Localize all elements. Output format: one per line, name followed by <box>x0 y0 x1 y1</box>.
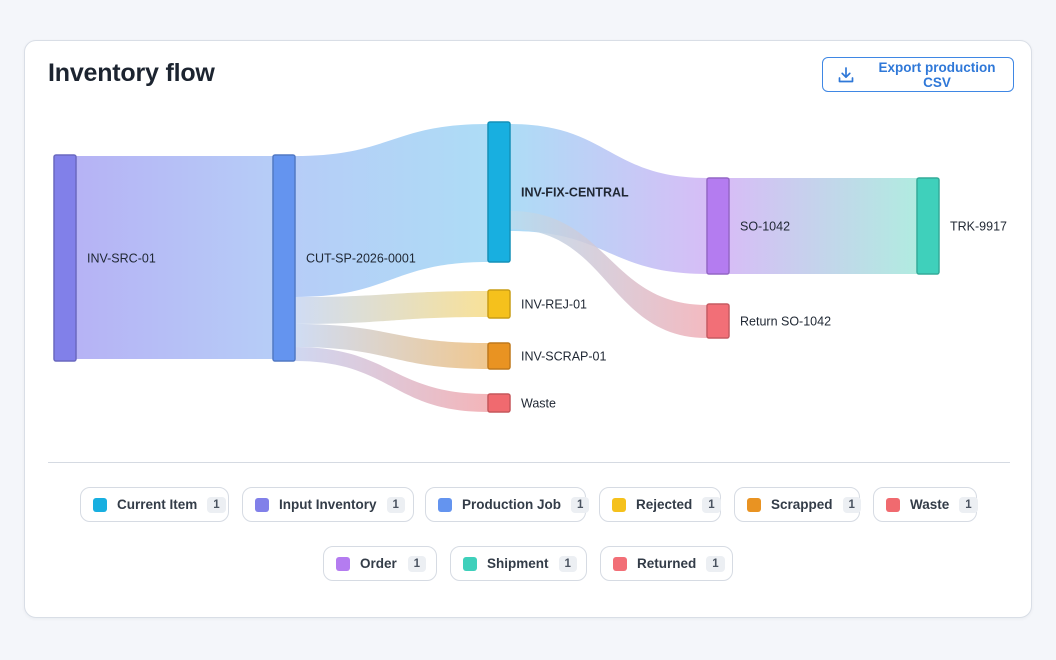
legend-chip-order[interactable]: Order 1 <box>323 546 437 581</box>
sankey-nodes <box>53 121 940 413</box>
sankey-node-label-inv-scrap-01: INV-SCRAP-01 <box>521 350 606 364</box>
sankey-node-inv-scrap-01[interactable] <box>487 342 511 370</box>
sankey-node-label-return-so-1042: Return SO-1042 <box>740 315 831 329</box>
legend-label: Order <box>360 556 397 571</box>
sankey-node-label-so-1042: SO-1042 <box>740 220 790 234</box>
legend-label: Scrapped <box>771 497 833 512</box>
sankey-node-return-so-1042[interactable] <box>706 303 730 339</box>
sankey-link-inv-fix-central-to-so-1042[interactable] <box>510 124 707 274</box>
legend-chip-current-item[interactable]: Current Item 1 <box>80 487 229 522</box>
sankey-link-inv-src-01-to-cut-sp-2026-0001[interactable] <box>76 156 273 359</box>
legend-swatch-rejected <box>612 497 626 512</box>
sankey-node-inv-src-01[interactable] <box>53 154 77 362</box>
sankey-node-label-inv-rej-01: INV-REJ-01 <box>521 298 587 312</box>
sankey-link-cut-sp-2026-0001-to-inv-scrap-01[interactable] <box>295 324 488 369</box>
sankey-node-label-cut-sp-2026-0001: CUT-SP-2026-0001 <box>306 252 416 266</box>
sankey-node-label-inv-src-01: INV-SRC-01 <box>87 252 156 266</box>
sankey-diagram: INV-SRC-01 CUT-SP-2026-0001 INV-FIX-CENTRA… <box>53 121 1007 413</box>
sankey-link-cut-sp-2026-0001-to-waste[interactable] <box>295 347 488 412</box>
legend-count-badge: 1 <box>207 496 226 513</box>
page-title: Inventory flow <box>48 59 215 87</box>
sankey-link-cut-sp-2026-0001-to-inv-rej-01[interactable] <box>295 291 488 324</box>
sankey-link-cut-sp-2026-0001-to-inv-fix-central[interactable] <box>295 124 488 297</box>
legend-label: Shipment <box>487 556 549 571</box>
legend-count-badge: 1 <box>558 555 577 572</box>
legend-swatch-order <box>336 556 350 571</box>
export-csv-button[interactable]: Export production CSV <box>822 57 1014 92</box>
legend-chip-waste[interactable]: Waste 1 <box>873 487 978 522</box>
sankey-node-cut-sp-2026-0001[interactable] <box>272 154 296 362</box>
legend-swatch-scrapped <box>747 497 761 512</box>
legend-swatch-waste <box>886 497 900 512</box>
legend-count-badge: 1 <box>702 496 721 513</box>
sankey-node-inv-fix-central[interactable] <box>487 121 511 263</box>
legend-count-badge: 1 <box>407 555 426 572</box>
legend-swatch-production-job <box>438 497 452 512</box>
sankey-links <box>76 124 917 412</box>
legend-swatch-input-inventory <box>255 497 269 512</box>
legend-label: Rejected <box>636 497 693 512</box>
legend-label: Production Job <box>462 497 561 512</box>
legend-label: Input Inventory <box>279 497 377 512</box>
legend-chip-scrapped[interactable]: Scrapped 1 <box>734 487 861 522</box>
legend-label: Returned <box>637 556 697 571</box>
legend-swatch-current-item <box>93 497 107 512</box>
export-csv-label: Export production CSV <box>878 59 996 90</box>
sankey-node-so-1042[interactable] <box>706 177 730 275</box>
sankey-labels: INV-SRC-01 CUT-SP-2026-0001 INV-FIX-CENTRA… <box>87 186 1007 411</box>
sankey-link-so-1042-to-trk-9917[interactable] <box>729 178 917 274</box>
sankey-node-trk-9917[interactable] <box>916 177 940 275</box>
legend-count-badge: 1 <box>706 555 725 572</box>
legend-chip-returned[interactable]: Returned 1 <box>600 546 733 581</box>
legend-count-badge: 1 <box>959 496 978 513</box>
legend-label: Waste <box>910 497 950 512</box>
sankey-node-inv-rej-01[interactable] <box>487 289 511 319</box>
download-icon <box>837 66 855 84</box>
legend-swatch-shipment <box>463 556 477 571</box>
legend-chip-production-job[interactable]: Production Job 1 <box>425 487 590 522</box>
legend-chip-input-inventory[interactable]: Input Inventory 1 <box>242 487 414 522</box>
legend-count-badge: 1 <box>571 496 590 513</box>
sankey-link-inv-fix-central-to-return-so-1042[interactable] <box>510 211 707 338</box>
legend-count-badge: 1 <box>386 496 405 513</box>
sankey-node-label-waste: Waste <box>521 397 556 411</box>
legend-chip-shipment[interactable]: Shipment 1 <box>450 546 587 581</box>
sankey-node-label-trk-9917: TRK-9917 <box>950 220 1007 234</box>
inventory-flow-card: Inventory flow Export production CSV INV… <box>24 40 1032 618</box>
sankey-node-label-inv-fix-central: INV-FIX-CENTRAL <box>521 186 629 200</box>
legend-label: Current Item <box>117 497 198 512</box>
legend-divider <box>48 462 1010 463</box>
legend-chip-rejected[interactable]: Rejected 1 <box>599 487 721 522</box>
legend-swatch-returned <box>613 556 627 571</box>
sankey-node-waste[interactable] <box>487 393 511 413</box>
legend-count-badge: 1 <box>842 496 861 513</box>
